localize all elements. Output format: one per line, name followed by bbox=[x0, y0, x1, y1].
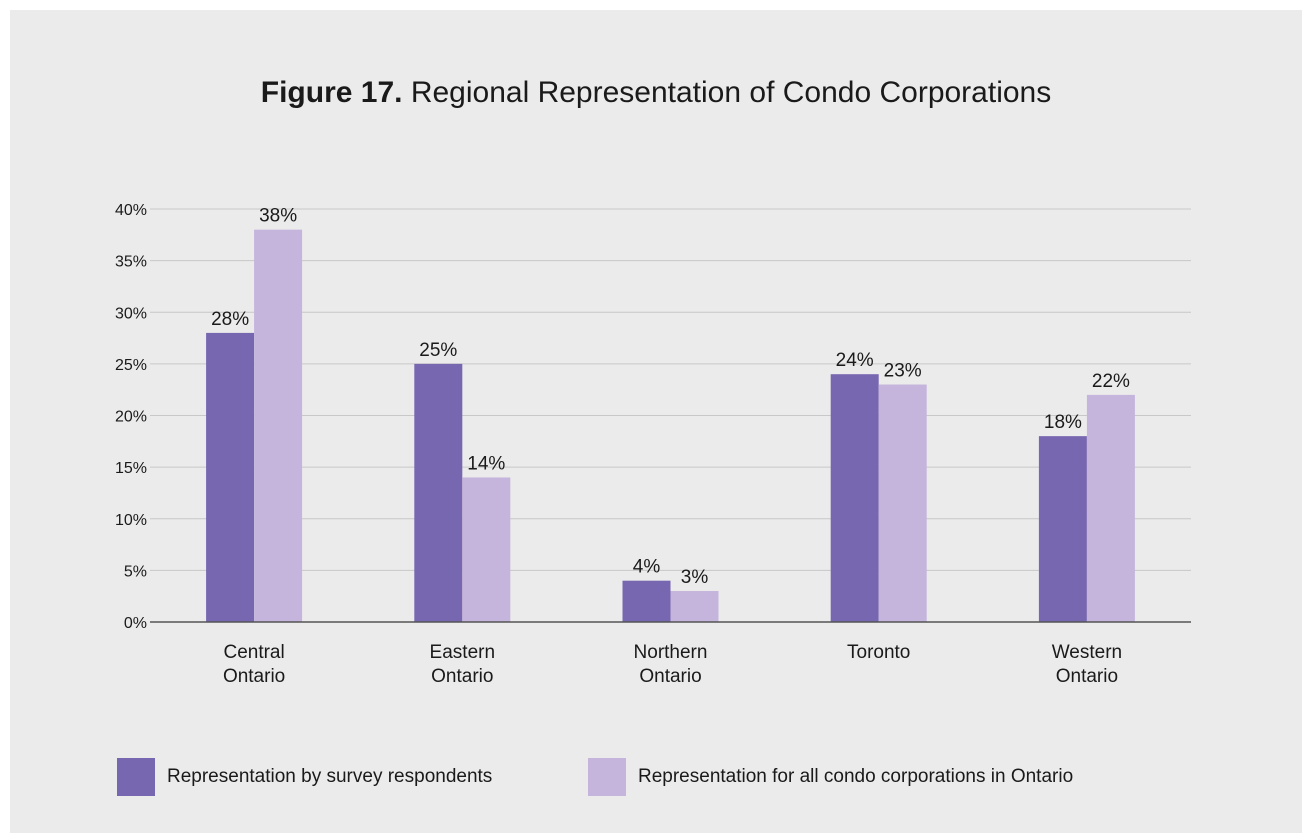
y-tick-label: 10% bbox=[115, 512, 147, 529]
x-tick-label: Central bbox=[223, 642, 284, 663]
x-tick-label: Northern bbox=[634, 642, 708, 663]
bar bbox=[414, 363, 463, 622]
data-label: 38% bbox=[259, 206, 297, 227]
x-tick-label: Western bbox=[1052, 642, 1122, 663]
x-tick-label: Toronto bbox=[847, 642, 910, 663]
bar-chart: 0% 5% 10% 15% 20% 25% 30% 35% 40% 28% 38% Central On… bbox=[115, 202, 1191, 687]
x-tick-label: Ontario bbox=[1056, 666, 1118, 687]
legend-label-all: Representation for all condo corporation… bbox=[638, 766, 1074, 787]
bar bbox=[1086, 394, 1135, 622]
legend-swatch-survey bbox=[117, 758, 155, 796]
x-tick-label: Eastern bbox=[430, 642, 495, 663]
y-tick-label: 15% bbox=[115, 460, 147, 477]
legend-item-survey: Representation by survey respondents bbox=[117, 758, 492, 796]
data-label: 18% bbox=[1044, 412, 1082, 433]
bar bbox=[622, 580, 671, 622]
bar bbox=[830, 374, 879, 622]
y-tick-label: 35% bbox=[115, 254, 147, 271]
x-tick-label: Ontario bbox=[639, 666, 701, 687]
data-label: 23% bbox=[884, 361, 922, 382]
bar bbox=[670, 591, 719, 622]
data-label: 3% bbox=[681, 567, 709, 588]
title-text: Regional Representation of Condo Corpora… bbox=[410, 76, 1052, 109]
data-label: 22% bbox=[1092, 371, 1130, 392]
bar bbox=[206, 332, 255, 622]
data-label: 14% bbox=[467, 453, 505, 474]
y-tick-label: 40% bbox=[115, 202, 147, 219]
data-label: 24% bbox=[836, 350, 874, 371]
data-label: 28% bbox=[211, 309, 249, 330]
y-tick-label: 0% bbox=[124, 615, 147, 632]
y-tick-label: 5% bbox=[124, 563, 147, 580]
bar bbox=[462, 477, 511, 622]
data-label: 25% bbox=[419, 340, 457, 361]
chart-title: Figure 17. Regional Representation of Co… bbox=[10, 76, 1302, 110]
y-tick-label: 25% bbox=[115, 357, 147, 374]
legend-swatch-all bbox=[588, 758, 626, 796]
figure-label: Figure 17. bbox=[260, 76, 403, 109]
data-label: 4% bbox=[633, 557, 661, 578]
chart-panel: Figure 17. Regional Representation of Co… bbox=[10, 10, 1302, 833]
y-tick-label: 30% bbox=[115, 305, 147, 322]
bar bbox=[254, 229, 303, 622]
bar bbox=[878, 384, 927, 622]
legend-item-all: Representation for all condo corporation… bbox=[588, 758, 1073, 796]
legend-label-survey: Representation by survey respondents bbox=[167, 766, 493, 787]
y-tick-label: 20% bbox=[115, 409, 147, 426]
x-tick-label: Ontario bbox=[431, 666, 493, 687]
x-tick-label: Ontario bbox=[223, 666, 285, 687]
bar bbox=[1038, 436, 1087, 622]
